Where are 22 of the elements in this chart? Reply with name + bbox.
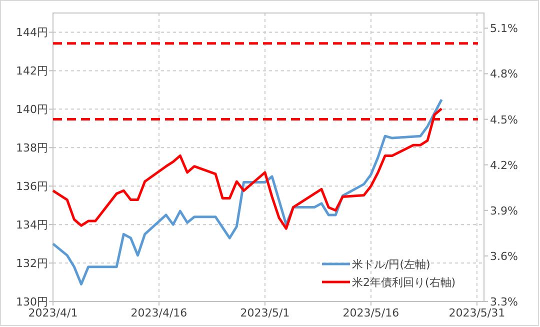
legend-label: 米2年債利回り(右軸)	[352, 276, 456, 289]
y2-tick-label: 3.3%	[490, 296, 518, 308]
y2-tick-label: 4.2%	[490, 158, 518, 172]
y-tick-label: 140円	[16, 103, 48, 116]
y2-tick-label: 5.1%	[490, 22, 518, 36]
x-tick-label: 2023/5/31	[448, 306, 506, 320]
y-tick-label: 142円	[16, 64, 48, 78]
y2-tick-label: 3.6%	[490, 250, 518, 263]
x-tick-label: 2023/4/1	[28, 306, 78, 320]
legend-label: 米ドル/円(左軸)	[352, 258, 430, 271]
y-tick-label: 134円	[16, 218, 48, 232]
y2-tick-label: 4.8%	[490, 68, 518, 81]
y-tick-label: 144円	[16, 26, 48, 40]
x-tick-label: 2023/4/16	[130, 306, 188, 320]
y2-tick-label: 3.9%	[490, 204, 518, 218]
y-tick-label: 130円	[16, 296, 48, 308]
x-tick-label: 2023/5/1	[240, 306, 290, 320]
y-tick-label: 132円	[16, 257, 48, 270]
x-tick-label: 2023/5/16	[342, 306, 400, 320]
y2-tick-label: 4.5%	[490, 113, 518, 126]
y-tick-label: 136円	[16, 180, 48, 194]
y-tick-label: 138円	[16, 142, 48, 155]
